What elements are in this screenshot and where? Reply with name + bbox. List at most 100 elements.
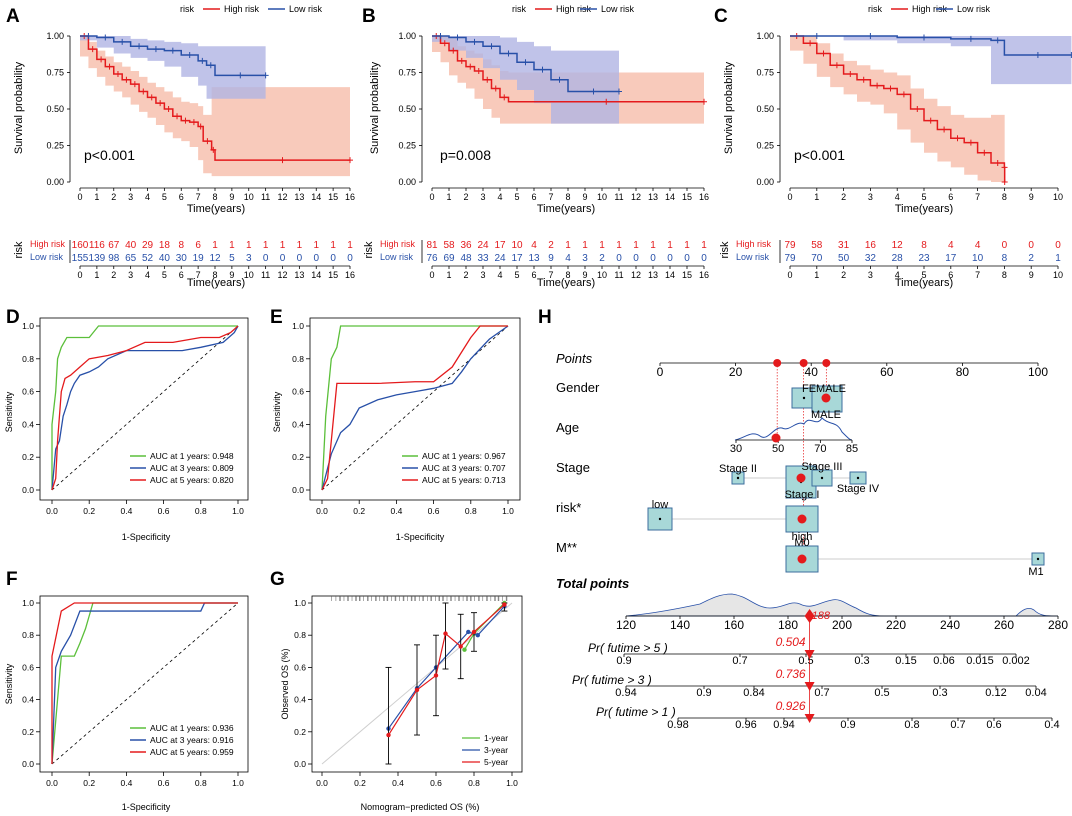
stage-label: Stage bbox=[556, 460, 590, 475]
risk-count-low: 2 bbox=[1028, 253, 1034, 264]
survival-line-high-a bbox=[80, 35, 350, 161]
censor-mark-high bbox=[131, 81, 138, 88]
risk-x-tick-label: 4 bbox=[145, 270, 150, 280]
risk-count-high: 1 bbox=[297, 240, 303, 251]
censor-mark-high bbox=[847, 70, 854, 77]
ci-band-low-c bbox=[790, 36, 1072, 85]
panel-c: C risk High risk Low risk Survival proba… bbox=[714, 4, 1072, 289]
y-tick-label: 1.0 bbox=[292, 321, 304, 331]
risk-x-tick-label: 12 bbox=[277, 270, 287, 280]
x-tick-label: 1.0 bbox=[232, 778, 244, 788]
risk-x-tick-label: 8 bbox=[1002, 270, 1007, 280]
risk-x-tick-label: 16 bbox=[699, 270, 709, 280]
total-tick-label: 260 bbox=[994, 618, 1014, 632]
risk-x-tick-label: 5 bbox=[921, 270, 926, 280]
prediction-value: 0.736 bbox=[776, 667, 806, 681]
prediction-label: Pr( futime > 3 ) bbox=[572, 673, 652, 687]
risk-count-high: 36 bbox=[460, 240, 472, 251]
x-tick-label: 1.0 bbox=[232, 506, 244, 516]
calibration-point bbox=[462, 647, 467, 652]
prediction-tick-label: 0.9 bbox=[840, 719, 855, 731]
risk-count-low: 33 bbox=[477, 253, 489, 264]
risk-count-low: 0 bbox=[650, 253, 656, 264]
risk-x-tick-label: 5 bbox=[162, 270, 167, 280]
censor-mark-high bbox=[148, 94, 155, 101]
survival-line-low-a bbox=[80, 35, 266, 77]
censor-mark-high bbox=[927, 117, 934, 124]
pvalue-a: p<0.001 bbox=[84, 147, 135, 163]
x-tick-label: 0.4 bbox=[392, 778, 404, 788]
censor-mark-low bbox=[152, 46, 159, 53]
calibration-plot-g: 0.0 0.0 0.2 0.2 0.4 0.4 0.6 0.6 0.8 0.8 1.0 1.0 1-ye… bbox=[294, 595, 523, 788]
risk-x-tick-label: 12 bbox=[631, 270, 641, 280]
points-tick-label: 100 bbox=[1028, 365, 1048, 379]
panel-label-f: F bbox=[6, 569, 18, 590]
censor-mark-high bbox=[89, 46, 96, 53]
prediction-tick-label: 0.12 bbox=[985, 687, 1006, 699]
risk-count-low: 32 bbox=[865, 253, 877, 264]
panel-e: E Sensitivity 1-Specificity 0.0 0.0 0.2 0.2… bbox=[270, 307, 521, 542]
total-density bbox=[625, 593, 1059, 617]
censor-mark-high bbox=[347, 157, 353, 164]
roc-plot-f: 0.0 0.0 0.2 0.2 0.4 0.4 0.6 0.6 0.8 0.8 1.0 1.0 AUC … bbox=[22, 595, 249, 788]
legend-label: AUC at 5 years: 0.820 bbox=[150, 475, 234, 485]
xlabel-c: Time(years) bbox=[895, 203, 953, 215]
y-tick-label: 0.6 bbox=[294, 662, 306, 672]
censor-mark-low bbox=[119, 38, 126, 45]
risk-x-tick-label: 4 bbox=[895, 270, 900, 280]
y-tick-label: 0.6 bbox=[22, 387, 34, 397]
prediction-tick-label: 0.94 bbox=[773, 719, 794, 731]
risk-count-high: 17 bbox=[494, 240, 506, 251]
censor-mark-low bbox=[813, 33, 820, 39]
risk-x-tick-label: 3 bbox=[128, 270, 133, 280]
censor-mark-low bbox=[199, 57, 206, 64]
x-tick-label: 0.4 bbox=[120, 506, 132, 516]
risk-count-high: 24 bbox=[477, 240, 489, 251]
y-tick-label: 0.8 bbox=[294, 630, 306, 640]
legend-label: 3-year bbox=[484, 745, 508, 755]
calibration-point bbox=[414, 687, 420, 693]
x-tick-label: 10 bbox=[597, 192, 607, 202]
censor-mark-low bbox=[136, 43, 143, 50]
risk-x-tick-label: 16 bbox=[345, 270, 355, 280]
risk-count-high: 1 bbox=[599, 240, 605, 251]
risk-x-tick-label: 14 bbox=[665, 270, 675, 280]
risk-x-tick-label: 0 bbox=[787, 270, 792, 280]
risk-x-tick-label: 7 bbox=[975, 270, 980, 280]
risk-x-tick-label: 15 bbox=[328, 270, 338, 280]
x-tick-label: 1 bbox=[446, 192, 451, 202]
panel-label-b: B bbox=[362, 6, 376, 27]
panel-f: F Sensitivity 1-Specificity 0.0 0.0 0.2 0.2… bbox=[4, 569, 249, 812]
legend-high-c: High risk bbox=[912, 4, 948, 14]
plot-frame bbox=[309, 317, 521, 501]
y-tick-label: 0.0 bbox=[22, 759, 34, 769]
risk-x-tick-label: 6 bbox=[531, 270, 536, 280]
censor-mark-high bbox=[860, 76, 867, 83]
risk-x-tick-label: 15 bbox=[682, 270, 692, 280]
legend-label: AUC at 5 years: 0.959 bbox=[150, 747, 234, 757]
risk-count-low: 30 bbox=[176, 253, 188, 264]
roc-plot-d: 0.0 0.0 0.2 0.2 0.4 0.4 0.6 0.6 0.8 0.8 1.0 1.0 AUC … bbox=[22, 317, 249, 516]
x-tick-label: 0.8 bbox=[195, 778, 207, 788]
roc-curve-high bbox=[51, 602, 238, 764]
censor-mark-low bbox=[237, 72, 244, 79]
risk-x-tick-label: 2 bbox=[463, 270, 468, 280]
risk-count-high: 79 bbox=[784, 240, 796, 251]
risk-count-low: 0 bbox=[667, 253, 673, 264]
censor-mark-high bbox=[484, 76, 491, 83]
calibration-point bbox=[443, 631, 448, 636]
risk-x-tick-label: 1 bbox=[446, 270, 451, 280]
y-tick-label: 0.25 bbox=[756, 141, 774, 151]
risk-table-title-b: risk bbox=[363, 241, 375, 259]
risk-x-tick-label: 9 bbox=[582, 270, 587, 280]
censor-mark-high bbox=[140, 88, 147, 95]
censor-mark-high bbox=[98, 56, 105, 63]
calibration-point bbox=[386, 732, 391, 738]
y-tick-label: 0.6 bbox=[292, 387, 304, 397]
points-tick-label: 60 bbox=[880, 365, 894, 379]
prediction-tick-label: 0.5 bbox=[798, 655, 813, 667]
censor-mark-high bbox=[279, 157, 286, 164]
box-stage-iii-center bbox=[820, 476, 824, 480]
risk-count-high: 1 bbox=[565, 240, 571, 251]
roc-curve-low bbox=[321, 325, 509, 491]
